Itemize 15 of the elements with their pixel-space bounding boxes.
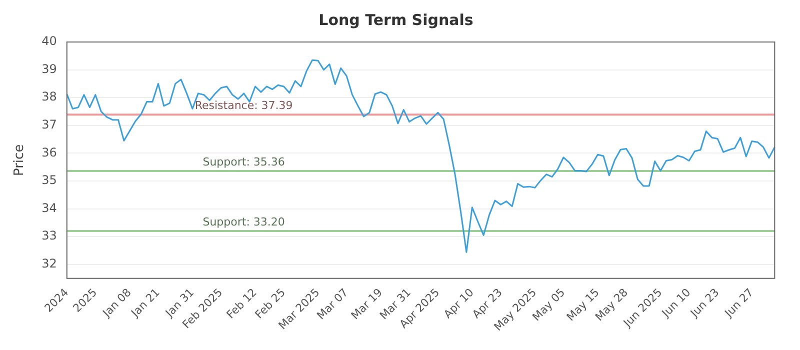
y-tick-label: 37 [42, 118, 57, 132]
y-axis-title: Price [12, 144, 28, 176]
x-tick-label: Jun 27 [722, 286, 756, 320]
y-tick-label: 38 [42, 90, 57, 104]
y-tick-label: 32 [42, 256, 57, 271]
y-tick-label: 40 [42, 34, 57, 48]
y-tick-label: 35 [42, 173, 57, 188]
chart-title: Long Term Signals [318, 10, 474, 29]
ref-line-label: Support: 35.36 [202, 155, 285, 168]
ref-line-label: Support: 33.20 [202, 215, 285, 228]
y-tick-label: 33 [42, 228, 57, 243]
y-tick-label: 39 [42, 62, 57, 76]
y-tick-label: 34 [42, 200, 57, 215]
ref-line-label: Resistance: 37.39 [194, 98, 293, 112]
y-tick-label: 36 [42, 145, 57, 160]
